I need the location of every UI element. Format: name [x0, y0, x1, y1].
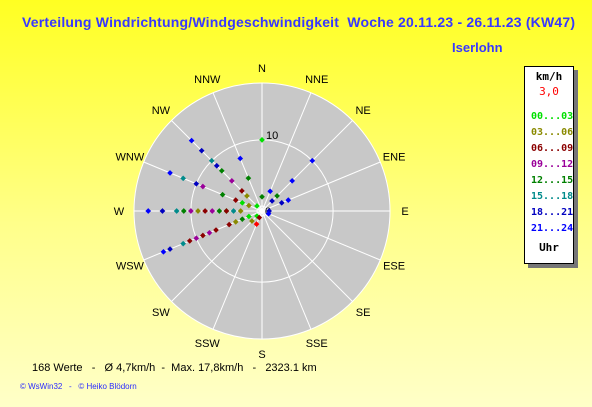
data-point — [245, 175, 252, 181]
rose-spoke — [261, 210, 312, 330]
data-point — [223, 208, 230, 214]
data-point — [278, 200, 285, 206]
rose-spoke — [171, 210, 263, 302]
data-point — [249, 218, 255, 224]
direction-label-wnw: WNW — [116, 151, 145, 163]
data-point — [195, 208, 201, 214]
legend-item: 03...06 — [531, 127, 574, 138]
data-point — [289, 178, 295, 184]
data-point — [239, 188, 245, 194]
rose-spoke — [212, 210, 263, 330]
data-point — [267, 188, 273, 195]
data-point — [180, 208, 187, 214]
data-point — [259, 193, 265, 200]
legend-item: 00...03 — [531, 111, 574, 122]
data-point — [237, 208, 244, 214]
direction-label-sse: SSE — [306, 338, 328, 350]
rose-spoke — [261, 210, 381, 261]
data-point — [309, 157, 316, 164]
data-point — [226, 221, 232, 228]
data-point — [145, 208, 152, 214]
direction-label-ssw: SSW — [195, 338, 221, 350]
direction-label-ne: NE — [355, 105, 370, 117]
direction-label-ene: ENE — [383, 151, 406, 163]
data-point — [188, 137, 195, 144]
direction-label-w: W — [114, 206, 125, 218]
data-point — [244, 193, 250, 199]
data-point — [193, 180, 200, 187]
data-point — [254, 203, 260, 209]
data-point — [269, 198, 275, 204]
legend-title: km/h — [535, 70, 563, 83]
data-point — [246, 202, 252, 209]
direction-label-s: S — [258, 349, 265, 361]
direction-label-n: N — [258, 63, 266, 75]
data-point — [200, 183, 206, 190]
data-point — [230, 208, 237, 214]
data-point — [239, 216, 246, 222]
direction-label-sw: SW — [152, 307, 170, 319]
legend-item: 12...15 — [531, 175, 574, 186]
data-point — [209, 208, 216, 214]
data-point — [216, 208, 223, 214]
data-point — [167, 170, 173, 176]
legend-item: 09...12 — [531, 159, 574, 170]
data-point — [159, 208, 166, 214]
data-point — [188, 208, 194, 214]
rose-spoke — [261, 210, 353, 302]
direction-label-nnw: NNW — [194, 74, 221, 86]
data-point — [198, 147, 205, 154]
data-points — [145, 137, 316, 255]
data-point — [213, 227, 219, 233]
data-point — [232, 197, 239, 203]
rose-spoke — [212, 92, 263, 212]
data-point — [167, 246, 173, 252]
data-point — [213, 162, 220, 169]
rose-grid — [133, 82, 391, 340]
data-point — [206, 229, 213, 236]
credits: © WsWin32 - © Heiko Blödorn — [20, 382, 137, 391]
data-point — [180, 240, 186, 247]
direction-label-se: SE — [356, 307, 371, 319]
direction-label-wsw: WSW — [116, 261, 145, 273]
station-name: Iserlohn — [452, 40, 503, 55]
data-point — [237, 155, 244, 162]
data-point — [239, 200, 246, 206]
data-point — [200, 232, 206, 239]
radial-tick-label: 10 — [266, 130, 278, 142]
direction-label-e: E — [401, 206, 408, 218]
data-point — [208, 157, 215, 164]
data-point — [265, 210, 272, 217]
direction-label-nne: NNE — [305, 74, 328, 86]
data-point — [160, 248, 167, 255]
legend-item: 21...24 — [531, 223, 574, 234]
data-point — [274, 193, 280, 199]
direction-label-ese: ESE — [383, 261, 405, 273]
legend-item: 15...18 — [531, 191, 574, 202]
data-point — [193, 235, 200, 242]
data-point — [186, 238, 193, 244]
data-point — [202, 208, 208, 214]
legend-unit: Uhr — [539, 241, 559, 254]
direction-labels: N NNE NE ENE E ESE SE SSE S SSW SW WSW W WNW NW NNW — [114, 63, 409, 361]
direction-label-nw: NW — [152, 105, 171, 117]
legend-item: 18...21 — [531, 207, 574, 218]
data-point — [218, 167, 225, 174]
legend-value: 3,0 — [539, 85, 559, 98]
data-point — [229, 178, 235, 184]
data-point — [180, 175, 186, 182]
legend: km/h 3,0 00...03 03...06 06...09 09...12… — [524, 66, 574, 264]
legend-item: 06...09 — [531, 143, 574, 154]
data-point — [256, 214, 263, 221]
data-point — [285, 197, 292, 203]
data-point — [259, 137, 265, 143]
summary-stats: 168 Werte - Ø 4,7km/h - Max. 17,8km/h - … — [32, 362, 317, 374]
data-point — [219, 191, 226, 198]
data-point — [173, 208, 180, 214]
data-point — [232, 219, 239, 225]
data-point — [246, 213, 252, 220]
page-title: Verteilung Windrichtung/Windgeschwindigk… — [22, 14, 576, 30]
